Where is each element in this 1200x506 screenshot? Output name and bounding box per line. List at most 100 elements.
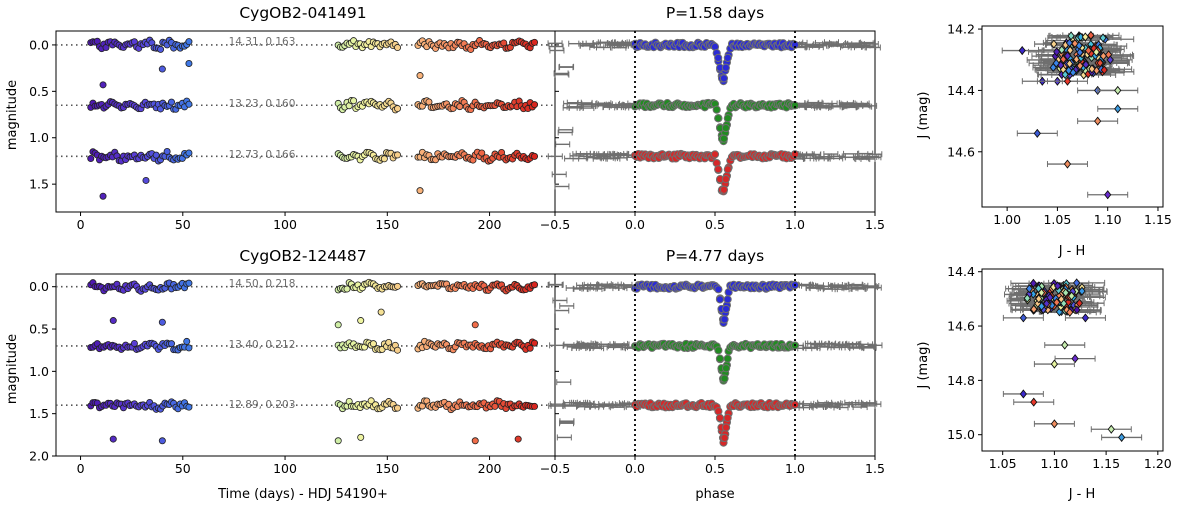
phase-point [710, 150, 720, 159]
x-tick-label: 1.5 [865, 461, 885, 476]
phase-eclipse-point [722, 423, 731, 432]
x-tick-label: 1.0 [785, 461, 805, 476]
x-tick-label: 0 [77, 217, 85, 232]
cm-point [1100, 65, 1108, 75]
light-curve-point [163, 148, 171, 156]
x-tick-label: 1.00 [993, 212, 1021, 227]
cm-point [1050, 39, 1058, 49]
x-tick-label: 150 [375, 461, 399, 476]
light-curve-point [531, 152, 539, 160]
phase-eclipse-point [720, 433, 729, 442]
phase-eclipse-point [720, 374, 729, 383]
light-curve-point [394, 44, 402, 52]
light-curve-point [152, 151, 160, 159]
light-curve-point [531, 402, 539, 410]
phase-eclipse-point [714, 114, 723, 123]
phase-eclipse-point [721, 63, 730, 72]
phase-point [712, 105, 721, 114]
cm-point [1087, 30, 1095, 40]
light-curve-point [185, 100, 193, 108]
light-curve-dip-point [158, 437, 166, 445]
lc-annotation: 14.31, 0.163 [229, 36, 296, 48]
ylabel-top-light-curve: magnitude [5, 80, 20, 150]
y-tick-label: 14.4 [947, 83, 975, 98]
cm-point [1063, 51, 1072, 61]
title-bottom-light-curve: CygOB2-124487 [239, 247, 366, 265]
light-curve-dip-point [99, 192, 107, 200]
x-tick-label: 0.5 [705, 217, 725, 232]
light-curve-point [380, 155, 388, 163]
phase-eclipse-point [715, 354, 725, 363]
cm-point [1062, 288, 1070, 298]
y-tick-label: 0.0 [29, 37, 49, 52]
x-tick-label: 1.15 [1144, 212, 1172, 227]
cm-point [1046, 293, 1054, 303]
phase-eclipse-point [723, 413, 732, 422]
lc-annotation: 13.40, 0.212 [229, 339, 296, 351]
cm-point [1107, 424, 1115, 434]
cm-point [1061, 70, 1069, 80]
cm-point [1084, 46, 1093, 56]
cm-point [1033, 128, 1041, 138]
y-tick-label: 15.0 [947, 427, 975, 442]
lc-annotation: 14.50, 0.218 [229, 278, 296, 290]
light-curve-point [394, 346, 402, 354]
cm-point [1071, 354, 1079, 364]
x-tick-label: 50 [175, 461, 191, 476]
cm-point [1050, 419, 1059, 429]
y-tick-label: 14.2 [947, 22, 975, 37]
x-tick-label: 1.5 [865, 217, 885, 232]
light-curve-dip-point [99, 81, 107, 89]
light-curve-point [185, 38, 193, 46]
cm-point [1104, 190, 1112, 200]
light-curve-dip-point [416, 187, 424, 195]
cm-point [1099, 51, 1108, 61]
light-curve-dip-point [471, 437, 479, 445]
phase-eclipse-point [723, 53, 732, 63]
cm-point [1018, 46, 1026, 56]
light-curve-point [531, 38, 539, 46]
light-curve-frame [55, 30, 556, 213]
cm-point [1061, 340, 1069, 350]
cm-point [1037, 301, 1046, 311]
light-curve-dip-point [109, 435, 117, 443]
phase-eclipse-point [721, 123, 730, 133]
cm-point [1094, 116, 1102, 126]
y-tick-label: 1.0 [29, 130, 49, 145]
light-curve-point [157, 45, 165, 53]
cm-point [1071, 38, 1079, 49]
x-tick-label: 1.05 [989, 456, 1017, 471]
color-mag-frame [981, 25, 1164, 208]
x-tick-label: 150 [375, 217, 399, 232]
cm-point [1035, 294, 1043, 304]
phase-frame [554, 273, 876, 457]
x-tick-label: 100 [273, 217, 297, 232]
y-tick-label: 0.5 [29, 322, 49, 337]
light-curve-dip-point [142, 176, 150, 184]
cm-point [1063, 76, 1072, 86]
y-tick-label: 14.4 [947, 264, 975, 279]
phase-eclipse-point [714, 165, 723, 174]
cm-point [1076, 47, 1084, 57]
cm-point [1065, 38, 1074, 48]
light-curve-dip-point [377, 308, 385, 316]
phase-eclipse-point [723, 114, 732, 123]
x-tick-label: 0.0 [625, 217, 645, 232]
phase-point [714, 346, 723, 355]
x-tick-label: 100 [273, 461, 297, 476]
light-curve-dip-point [471, 321, 479, 329]
light-curve-frame [55, 273, 556, 457]
xlabel-top-color-mag: J - H [1058, 244, 1086, 259]
light-curve-dip-point [158, 318, 166, 326]
cm-point [1019, 389, 1027, 399]
phase-point [714, 285, 723, 294]
lc-annotation: 13.23, 0.160 [229, 98, 296, 110]
cm-point [1073, 305, 1081, 315]
y-tick-label: 2.0 [29, 449, 49, 464]
cm-point [1042, 299, 1051, 309]
cm-point [1078, 286, 1086, 296]
y-tick-label: 14.8 [947, 373, 975, 388]
ylabel-top-color-mag: J (mag) [916, 92, 931, 140]
phase-eclipse-point [719, 134, 729, 143]
